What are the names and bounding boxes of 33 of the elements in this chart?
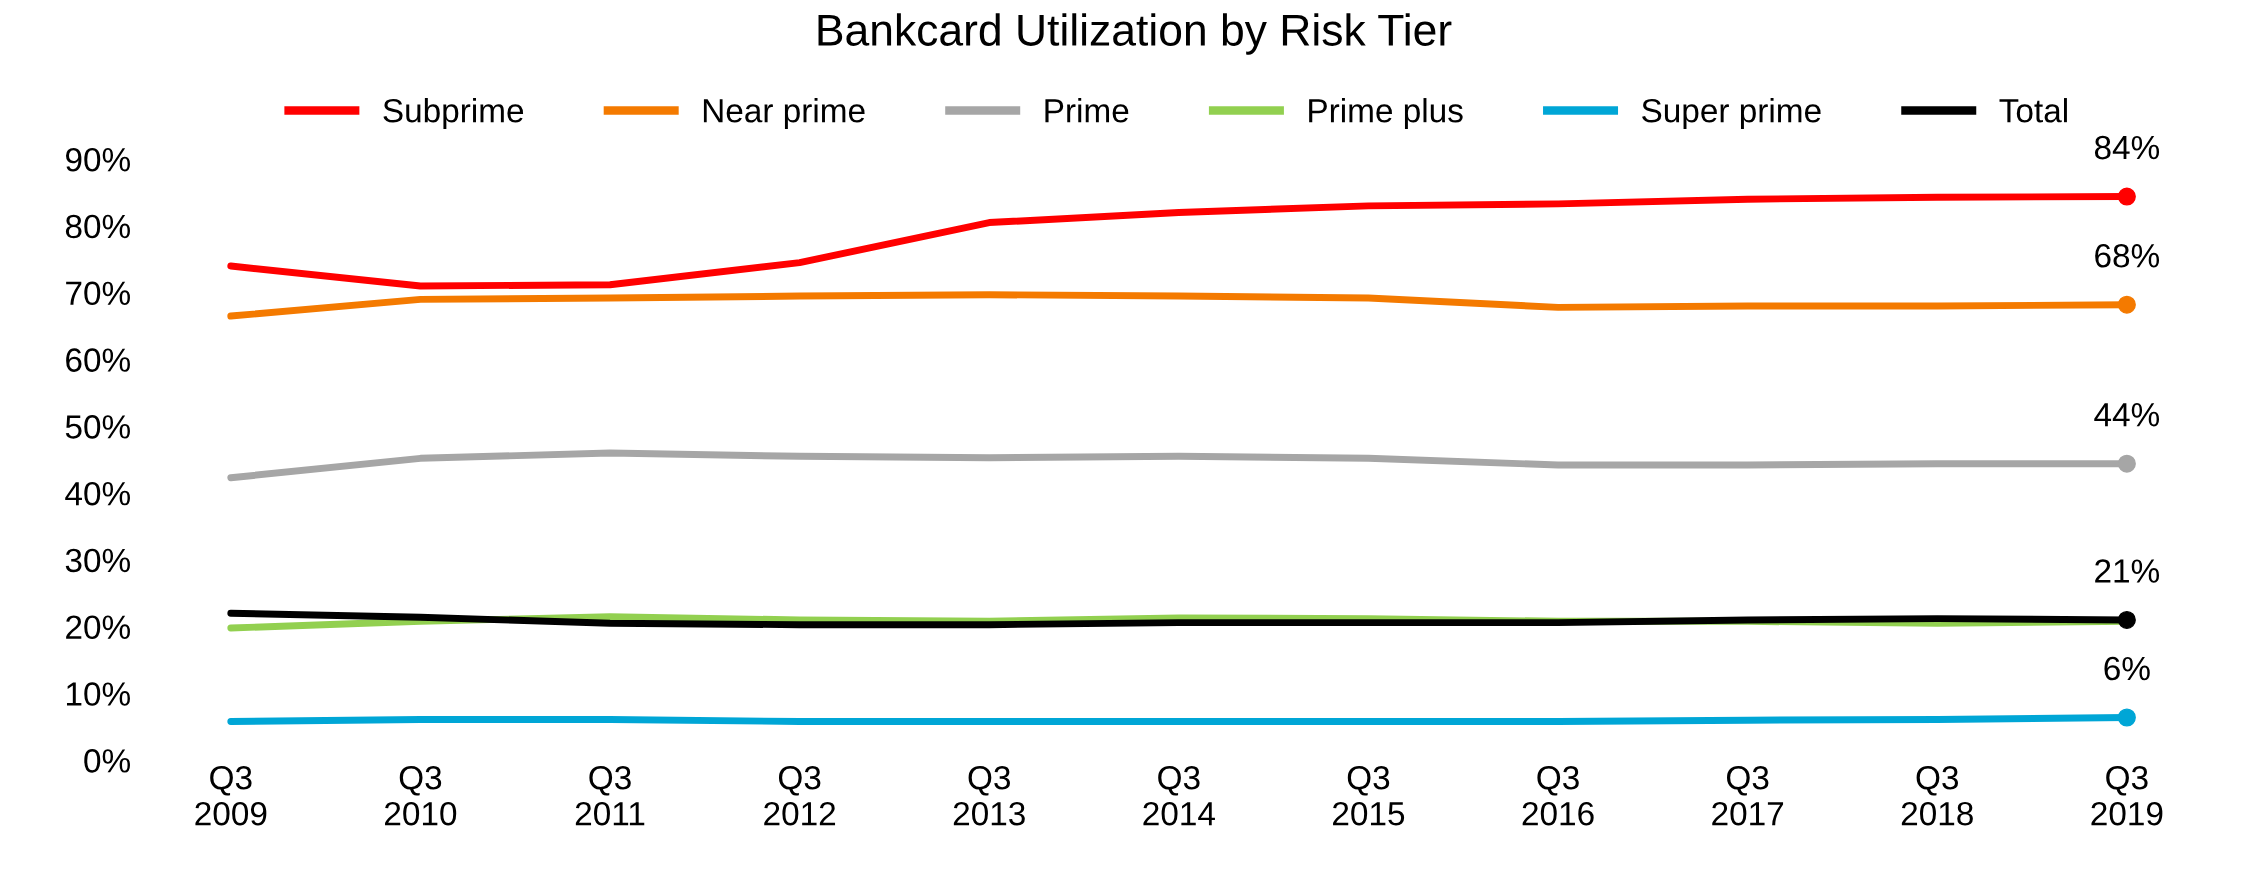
y-tick-label: 20%: [66, 615, 130, 640]
y-tick-label: 80%: [65, 214, 130, 239]
x-tick-label: Q3 2016: [1522, 765, 1594, 826]
x-tick-label: Q3 2011: [575, 765, 645, 826]
y-tick-label: 70%: [66, 281, 130, 306]
legend-label: Total: [1999, 98, 2067, 123]
data-label: 21%: [2095, 559, 2160, 583]
y-tick-label: 40%: [65, 481, 130, 506]
y-tick-label: 10%: [66, 682, 130, 706]
x-tick-label: Q3 2010: [385, 765, 457, 826]
legend-label: Super prime: [1642, 98, 1821, 130]
y-tick-label: 60%: [66, 348, 130, 372]
y-tick-label: 30%: [65, 548, 130, 573]
x-tick-label: Q3 2014: [1143, 765, 1215, 826]
data-label: 44%: [2094, 403, 2160, 427]
y-tick-label: 50%: [65, 415, 130, 439]
chart-title: Bankcard Utilization by Risk Tier: [818, 13, 1452, 55]
legend-label: Near prime: [703, 98, 865, 130]
legend-label: Prime: [1045, 98, 1129, 123]
x-tick-label: Q3 2017: [1712, 765, 1784, 826]
x-tick-label: Q3 2009: [195, 765, 267, 826]
legend-label: Subprime: [383, 98, 524, 130]
data-label: 84%: [2094, 135, 2160, 160]
data-label: 68%: [2095, 243, 2160, 268]
x-tick-label: Q3 2013: [953, 765, 1025, 826]
legend-label: Prime plus: [1309, 98, 1463, 130]
y-tick-label: 90%: [66, 147, 130, 172]
x-tick-label: Q3 2015: [1333, 765, 1405, 826]
x-tick-label: Q3 2018: [1901, 765, 1973, 826]
x-tick-label: Q3 2012: [764, 765, 836, 826]
data-label: 6%: [2104, 656, 2150, 681]
x-tick-label: Q3 2019: [2091, 765, 2163, 826]
y-tick-label: 0%: [84, 749, 130, 773]
